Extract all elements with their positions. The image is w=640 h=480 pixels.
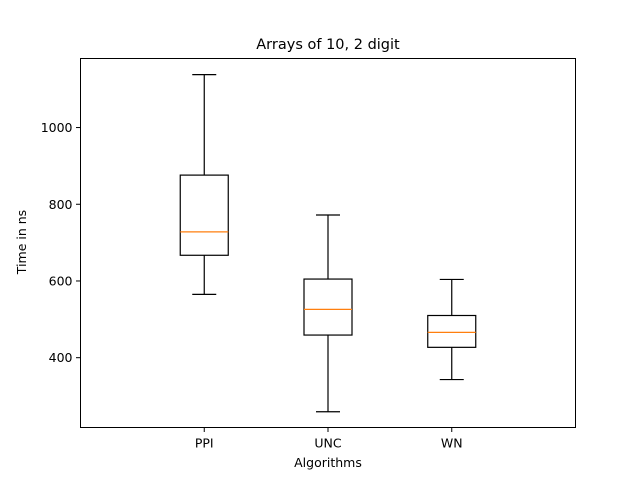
iqr-box	[179, 174, 229, 256]
y-tick-label: 1000	[41, 120, 73, 135]
y-tick-label: 400	[49, 350, 73, 365]
x-tick-label: UNC	[314, 436, 341, 451]
x-tick-label: PPI	[195, 436, 214, 451]
chart-title: Arrays of 10, 2 digit	[256, 37, 400, 53]
iqr-box	[427, 314, 477, 348]
iqr-box	[303, 278, 353, 336]
y-axis-label: Time in ns	[14, 210, 29, 275]
axes-frame	[80, 58, 576, 428]
y-tick-label: 800	[49, 197, 73, 212]
x-axis-label: Algorithms	[294, 455, 362, 470]
x-tick-label: WN	[441, 436, 463, 451]
y-tick-label: 600	[49, 273, 73, 288]
plot-area: 400 600 800 1000 PPI UNC WN	[41, 74, 477, 451]
